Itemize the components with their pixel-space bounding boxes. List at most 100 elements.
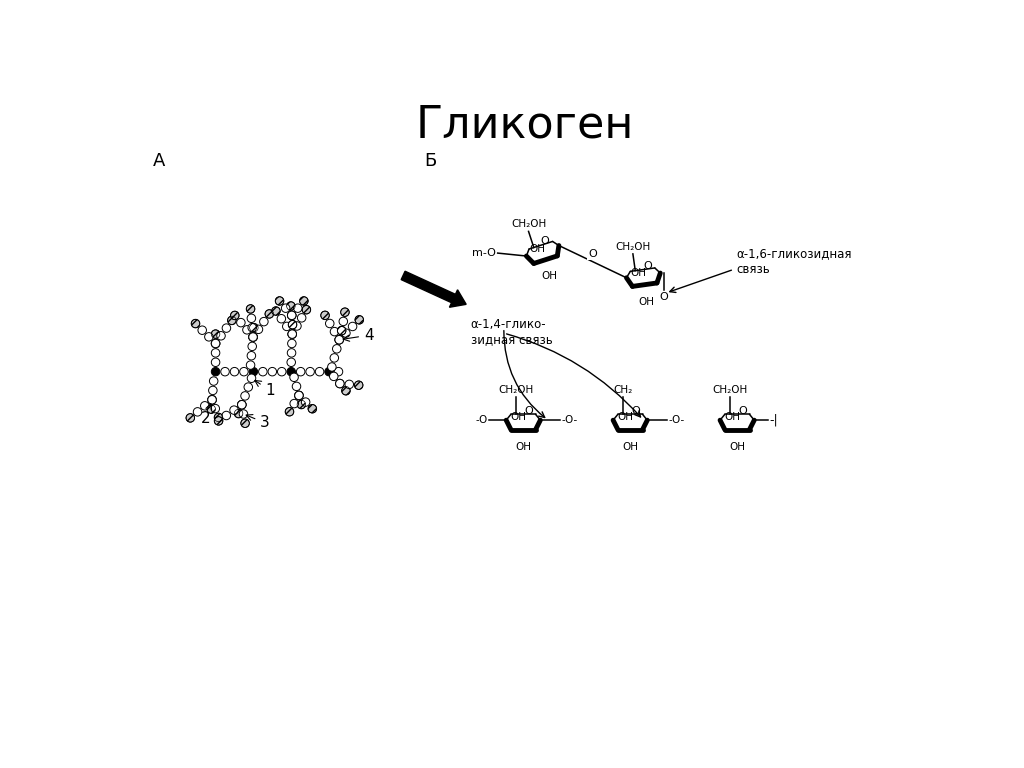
Text: O: O (643, 261, 652, 271)
FancyArrow shape (401, 271, 466, 307)
Circle shape (315, 367, 324, 376)
Circle shape (194, 408, 202, 416)
Circle shape (337, 326, 346, 335)
Circle shape (336, 379, 344, 388)
Circle shape (265, 310, 273, 318)
Circle shape (247, 314, 256, 323)
Circle shape (287, 367, 296, 376)
Circle shape (348, 323, 356, 331)
Circle shape (295, 391, 303, 399)
Circle shape (301, 398, 310, 406)
Circle shape (238, 400, 246, 409)
Circle shape (259, 367, 267, 376)
Text: OH: OH (529, 244, 546, 254)
Circle shape (271, 306, 281, 315)
Circle shape (330, 372, 338, 381)
Circle shape (254, 325, 263, 333)
Circle shape (208, 396, 216, 404)
Circle shape (288, 311, 296, 319)
Circle shape (208, 396, 216, 404)
Circle shape (217, 332, 225, 340)
Text: OH: OH (515, 442, 531, 452)
Circle shape (214, 413, 223, 422)
Circle shape (290, 373, 298, 382)
Circle shape (229, 406, 239, 415)
Circle shape (330, 327, 339, 336)
Circle shape (211, 339, 220, 348)
Circle shape (211, 339, 220, 348)
Circle shape (211, 367, 220, 376)
Circle shape (247, 361, 255, 369)
Text: CH₂OH: CH₂OH (712, 385, 748, 395)
Text: O: O (738, 406, 746, 416)
Circle shape (227, 316, 237, 325)
Text: 2: 2 (201, 404, 212, 426)
Circle shape (297, 400, 305, 409)
Circle shape (211, 339, 220, 348)
Circle shape (198, 326, 207, 334)
Circle shape (325, 367, 333, 376)
Circle shape (306, 367, 314, 376)
Circle shape (248, 342, 256, 351)
Circle shape (292, 382, 301, 391)
Circle shape (288, 330, 297, 339)
Circle shape (234, 409, 243, 418)
Circle shape (300, 296, 308, 305)
Circle shape (268, 367, 276, 376)
Circle shape (211, 358, 220, 366)
Circle shape (287, 358, 296, 366)
Circle shape (342, 329, 350, 337)
Text: α-1,4-глико-
зидная связь: α-1,4-глико- зидная связь (471, 318, 552, 346)
Circle shape (205, 333, 213, 341)
Text: Б: Б (424, 152, 436, 170)
Text: OH: OH (725, 412, 740, 422)
Text: CH₂OH: CH₂OH (615, 242, 650, 252)
Circle shape (289, 320, 297, 329)
Circle shape (275, 296, 284, 305)
Circle shape (238, 400, 246, 409)
Circle shape (283, 323, 291, 331)
Text: А: А (153, 152, 165, 170)
Text: CH₂: CH₂ (613, 385, 633, 395)
Text: CH₂OH: CH₂OH (511, 219, 546, 229)
Circle shape (335, 336, 343, 344)
Text: CH₂OH: CH₂OH (499, 385, 534, 395)
Circle shape (341, 308, 349, 316)
Circle shape (355, 316, 364, 324)
Circle shape (240, 367, 248, 376)
Circle shape (333, 345, 341, 353)
Circle shape (293, 322, 301, 330)
Text: O: O (589, 249, 597, 259)
Circle shape (222, 412, 230, 420)
Circle shape (289, 320, 297, 329)
Text: 1: 1 (255, 380, 275, 398)
Circle shape (288, 330, 297, 339)
Circle shape (186, 414, 195, 422)
Text: OH: OH (631, 268, 646, 278)
Circle shape (249, 333, 257, 341)
Circle shape (230, 367, 239, 376)
Circle shape (354, 381, 362, 389)
Circle shape (191, 319, 200, 328)
Circle shape (296, 367, 305, 376)
Circle shape (288, 330, 297, 339)
Circle shape (214, 417, 223, 425)
Text: O: O (541, 236, 549, 246)
Circle shape (288, 349, 296, 357)
Circle shape (249, 333, 257, 341)
Circle shape (336, 379, 344, 388)
Circle shape (250, 323, 258, 332)
Text: O: O (631, 406, 640, 416)
Text: OH: OH (617, 412, 634, 422)
Circle shape (210, 377, 218, 386)
Circle shape (308, 405, 316, 413)
Circle shape (247, 374, 256, 382)
Text: -O-: -O- (669, 415, 684, 425)
Text: -|: -| (770, 414, 778, 427)
Text: OH: OH (542, 271, 557, 281)
Circle shape (230, 311, 239, 319)
Circle shape (208, 396, 216, 404)
Circle shape (211, 349, 220, 357)
Circle shape (297, 313, 306, 322)
Circle shape (288, 311, 296, 319)
